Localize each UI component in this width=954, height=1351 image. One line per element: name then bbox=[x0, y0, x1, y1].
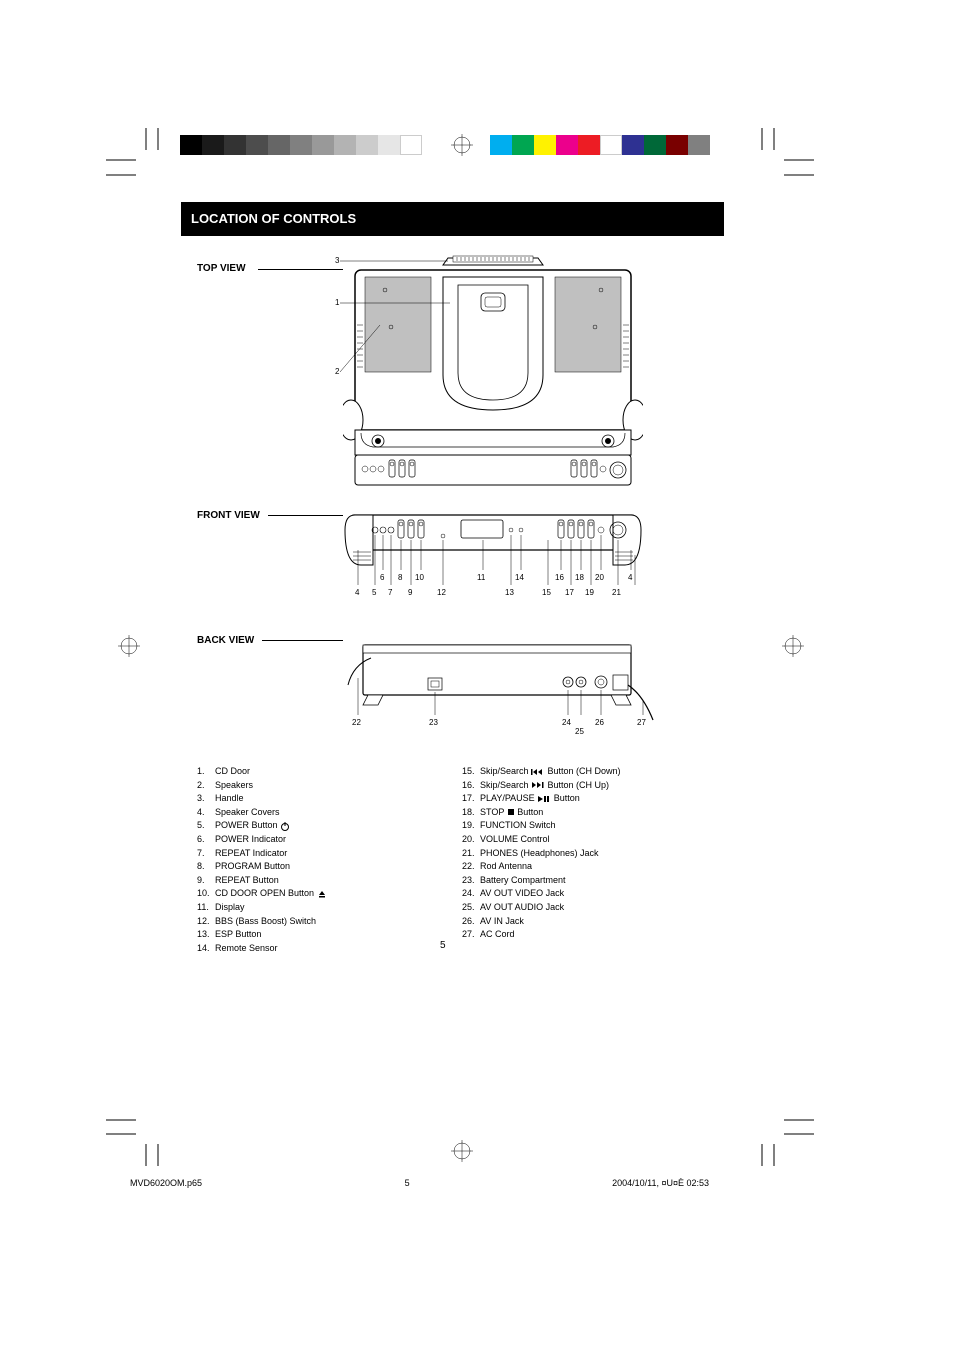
section-back-view: BACK VIEW bbox=[197, 635, 254, 646]
reg-mark-top bbox=[451, 134, 473, 156]
legend-item: 24.AV OUT VIDEO Jack bbox=[462, 887, 722, 900]
svg-text:24: 24 bbox=[562, 718, 571, 727]
svg-text:19: 19 bbox=[585, 588, 594, 597]
svg-text:25: 25 bbox=[575, 727, 584, 736]
reg-mark-left bbox=[118, 635, 140, 657]
legend-item: 2.Speakers bbox=[197, 779, 457, 792]
section-top-view: TOP VIEW bbox=[197, 263, 246, 274]
play-pause-icon bbox=[537, 795, 551, 803]
svg-text:17: 17 bbox=[565, 588, 574, 597]
legend-item: 18.STOP Button bbox=[462, 806, 722, 819]
legend-item: 5.POWER Button bbox=[197, 819, 457, 832]
legend-item: 17.PLAY/PAUSE Button bbox=[462, 792, 722, 805]
legend-item: 15.Skip/Search Button (CH Down) bbox=[462, 765, 722, 778]
crop-marks-top-right bbox=[754, 128, 814, 188]
svg-text:8: 8 bbox=[398, 573, 403, 582]
svg-text:26: 26 bbox=[595, 718, 604, 727]
color-bar bbox=[490, 135, 710, 155]
legend-item: 13.ESP Button bbox=[197, 928, 457, 941]
legend-item: 21.PHONES (Headphones) Jack bbox=[462, 847, 722, 860]
back-view-diagram: 22 23 24 25 26 27 bbox=[343, 640, 663, 750]
skip-back-icon bbox=[531, 768, 545, 776]
legend-item: 22.Rod Antenna bbox=[462, 860, 722, 873]
legend-item: 6.POWER Indicator bbox=[197, 833, 457, 846]
power-icon bbox=[280, 821, 290, 831]
legend-item: 14.Remote Sensor bbox=[197, 942, 457, 955]
legend-item: 7.REPEAT Indicator bbox=[197, 847, 457, 860]
legend-item: 11.Display bbox=[197, 901, 457, 914]
legend-item: 12.BBS (Bass Boost) Switch bbox=[197, 915, 457, 928]
reg-mark-bottom bbox=[451, 1140, 473, 1162]
svg-text:12: 12 bbox=[437, 588, 446, 597]
svg-text:23: 23 bbox=[429, 718, 438, 727]
legend-item: 16.Skip/Search Button (CH Up) bbox=[462, 779, 722, 792]
svg-text:10: 10 bbox=[415, 573, 424, 582]
svg-text:15: 15 bbox=[542, 588, 551, 597]
svg-text:13: 13 bbox=[505, 588, 514, 597]
legend-item: 8.PROGRAM Button bbox=[197, 860, 457, 873]
legend-item: 1.CD Door bbox=[197, 765, 457, 778]
section-line bbox=[258, 269, 343, 270]
svg-text:4: 4 bbox=[355, 588, 360, 597]
svg-text:21: 21 bbox=[612, 588, 621, 597]
front-view-diagram: 4 5 6 7 8 9 10 12 11 13 14 15 16 17 18 1… bbox=[343, 510, 643, 620]
page-title: LOCATION OF CONTROLS bbox=[181, 202, 724, 236]
reg-mark-right bbox=[782, 635, 804, 657]
svg-text:6: 6 bbox=[380, 573, 385, 582]
file-info: MVD6020OM.p65 5 2004/10/11, ¤U¤È 02:53 bbox=[130, 1178, 709, 1188]
legend-item: 19.FUNCTION Switch bbox=[462, 819, 722, 832]
page-number: 5 bbox=[440, 940, 446, 951]
callout-3: 3 bbox=[335, 256, 339, 265]
legend-item: 27.AC Cord bbox=[462, 928, 722, 941]
svg-text:27: 27 bbox=[637, 718, 646, 727]
grayscale-bar bbox=[180, 135, 422, 155]
svg-text:14: 14 bbox=[515, 573, 524, 582]
svg-text:7: 7 bbox=[388, 588, 393, 597]
callout-2: 2 bbox=[335, 367, 339, 376]
callout-1: 1 bbox=[335, 298, 339, 307]
svg-text:22: 22 bbox=[352, 718, 361, 727]
legend-item: 20.VOLUME Control bbox=[462, 833, 722, 846]
legend-item: 9.REPEAT Button bbox=[197, 874, 457, 887]
svg-text:20: 20 bbox=[595, 573, 604, 582]
legend-item: 4.Speaker Covers bbox=[197, 806, 457, 819]
legend-column-2: 15.Skip/Search Button (CH Down) 16.Skip/… bbox=[462, 765, 722, 942]
legend-item: 25.AV OUT AUDIO Jack bbox=[462, 901, 722, 914]
crop-marks-top-left bbox=[106, 128, 166, 188]
svg-text:9: 9 bbox=[408, 588, 413, 597]
legend-column-1: 1.CD Door 2.Speakers 3.Handle 4.Speaker … bbox=[197, 765, 457, 955]
legend-item: 3.Handle bbox=[197, 792, 457, 805]
crop-marks-bottom-left bbox=[106, 1110, 166, 1170]
svg-text:11: 11 bbox=[477, 573, 486, 582]
stop-icon bbox=[507, 808, 515, 816]
skip-forward-icon bbox=[531, 781, 545, 789]
eject-icon bbox=[317, 889, 327, 899]
svg-text:5: 5 bbox=[372, 588, 377, 597]
svg-text:18: 18 bbox=[575, 573, 584, 582]
svg-text:16: 16 bbox=[555, 573, 564, 582]
legend-item: 23.Battery Compartment bbox=[462, 874, 722, 887]
section-line bbox=[268, 515, 343, 516]
svg-text:4: 4 bbox=[628, 573, 633, 582]
legend-item: 26.AV IN Jack bbox=[462, 915, 722, 928]
section-line bbox=[262, 640, 343, 641]
section-front-view: FRONT VIEW bbox=[197, 510, 260, 521]
legend-item: 10.CD DOOR OPEN Button bbox=[197, 887, 457, 900]
callout-lines-top bbox=[340, 255, 460, 455]
crop-marks-bottom-right bbox=[754, 1110, 814, 1170]
